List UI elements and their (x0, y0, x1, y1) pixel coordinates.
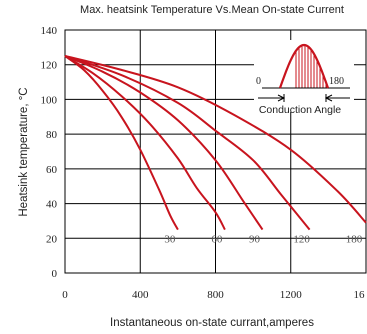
y-tick-label: 40 (46, 199, 58, 211)
y-axis-title: Heatsink temperature, °C (18, 87, 30, 216)
y-axis-ticks: 0 20 40 60 80 100 120 140 (41, 25, 58, 280)
x-axis-ticks: 0 400 800 1200 16 (62, 289, 365, 301)
inset-left-label: 0 (256, 76, 261, 87)
y-tick-label: 140 (41, 25, 58, 37)
x-tick-label: 800 (207, 289, 224, 301)
series-labels: 30 60 90 120 180 (164, 233, 362, 245)
x-tick-label: 1200 (280, 289, 303, 301)
series-label-180: 180 (346, 233, 363, 245)
series-line-90 (64, 55, 264, 231)
x-tick-label: 400 (132, 289, 149, 301)
series-label-30: 30 (164, 233, 176, 245)
inset-caption: Conduction Angle (259, 104, 341, 116)
series-line-30 (64, 55, 179, 231)
y-tick-label: 120 (41, 60, 58, 72)
inset-background (254, 40, 354, 112)
series-line-120 (64, 55, 311, 231)
x-axis-title: Instantaneous on-state currant,amperes (110, 317, 314, 329)
series-group (64, 55, 367, 231)
chart-title: Max. heatsink Temperature Vs.Mean On-sta… (80, 4, 344, 16)
inset-hatch (295, 45, 327, 88)
plot-frame (64, 29, 367, 274)
y-tick-label: 20 (46, 233, 58, 245)
conduction-angle-inset: 0 180 Conduction Angle (254, 40, 354, 116)
x-tick-label: 0 (62, 289, 68, 301)
series-label-60: 60 (211, 233, 223, 245)
y-tick-label: 100 (41, 94, 58, 106)
series-line-60 (64, 55, 226, 231)
series-line-180 (64, 55, 367, 224)
inset-right-arrow (324, 94, 350, 102)
inset-left-arrow (258, 94, 286, 102)
x-tick-label: 16 (354, 289, 366, 301)
y-tick-label: 60 (46, 164, 58, 176)
inset-sine-arc (278, 43, 330, 89)
series-label-90: 90 (249, 233, 261, 245)
series-label-120: 120 (293, 233, 310, 245)
y-tick-label: 80 (46, 129, 58, 141)
y-tick-label: 0 (52, 268, 58, 280)
inset-right-label: 180 (329, 76, 344, 87)
